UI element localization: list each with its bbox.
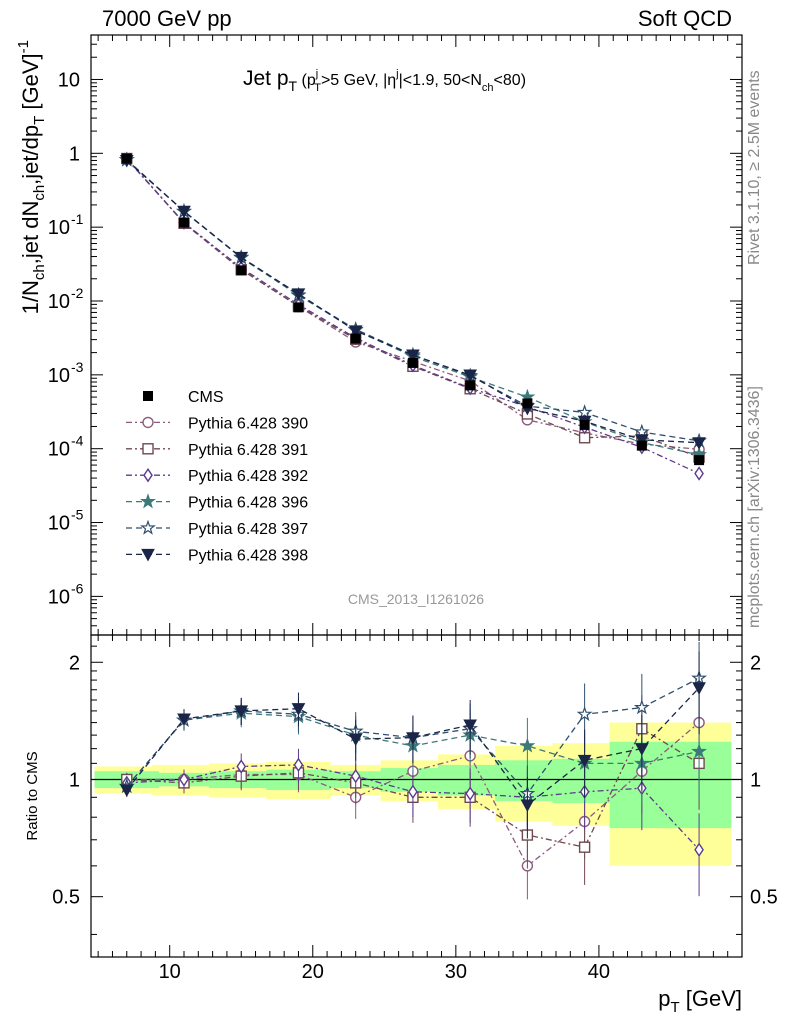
legend-label: Pythia 6.428 391 [188, 442, 308, 459]
cms-data-point [407, 357, 418, 368]
y-tick-exponent: -6 [71, 580, 84, 596]
legend-label: Pythia 6.428 396 [188, 495, 308, 512]
series-point-ratio [578, 841, 591, 853]
cms-data-point [579, 419, 590, 430]
series-point-top [692, 437, 706, 450]
y-tick-label: 10 [48, 513, 70, 535]
x-tick-label: 30 [445, 961, 467, 983]
legend-label: Pythia 6.428 392 [188, 468, 308, 485]
series-line-top [126, 158, 700, 458]
series-point-top [463, 369, 477, 383]
y-axis-label: 1/Nch,jet dNch,jet/dpT [GeV]-1 [15, 40, 48, 314]
y-tick-label: 10 [48, 586, 70, 608]
cms-data-point [522, 398, 533, 409]
legend-marker [141, 548, 155, 562]
x-axis-label: pT [GeV] [658, 986, 742, 1016]
legend-marker [143, 467, 153, 483]
y-tick-exponent: -1 [71, 211, 84, 227]
chart-title: Jet pT (pj T>5 GeV, |ηj|<1.9, 50<Nch<80) [243, 67, 526, 94]
series-point-ratio [177, 713, 191, 727]
series-line-top [126, 159, 700, 456]
series-point-ratio [234, 705, 249, 718]
series-point-ratio [348, 733, 363, 747]
ratio-tick-label: 2 [69, 652, 80, 674]
series-point-ratio [291, 703, 306, 716]
series-point-top [291, 288, 306, 301]
y-tick-exponent: -5 [71, 507, 84, 523]
y-tick-label: 10 [48, 365, 70, 387]
series-point-top [406, 349, 420, 363]
x-tick-label: 10 [159, 961, 181, 983]
ratio-tick-label-right: 1 [750, 769, 761, 791]
legend-marker [140, 519, 156, 535]
y-tick-label: 1 [69, 143, 80, 165]
legend-label-cms: CMS [188, 389, 224, 406]
cms-data-point [236, 265, 247, 276]
y-tick-exponent: -2 [71, 285, 84, 301]
y-tick-exponent: -4 [71, 433, 84, 449]
cms-data-point [636, 440, 647, 451]
ratio-tick-label: 0.5 [52, 887, 80, 909]
series-point-top [177, 205, 191, 219]
header-right: Soft QCD [637, 6, 732, 31]
top-frame [90, 34, 743, 636]
series-point-top [234, 251, 249, 265]
legend-label: Pythia 6.428 397 [188, 521, 308, 538]
cms-data-point [121, 153, 132, 164]
series-point-ratio [236, 759, 247, 774]
series-point-ratio [293, 757, 304, 773]
series-point-ratio [408, 784, 418, 800]
analysis-id-label: CMS_2013_I1261026 [348, 591, 484, 607]
legend-marker [142, 443, 154, 455]
ratio-axis-label: Ratio to CMS [24, 751, 41, 840]
series-point-ratio [576, 705, 593, 722]
series-point-ratio [519, 737, 536, 753]
series-point-ratio [691, 743, 708, 759]
cms-data-point [293, 302, 304, 313]
series-point-ratio [520, 799, 535, 813]
cms-data-point [350, 333, 361, 344]
x-tick-label: 20 [302, 961, 324, 983]
series-point-top [576, 404, 593, 420]
cms-data-point [179, 217, 189, 228]
y-tick-label: 10 [58, 69, 80, 91]
y-tick-label: 10 [48, 439, 70, 461]
ratio-tick-label: 1 [69, 769, 80, 791]
series-point-ratio [635, 743, 649, 756]
y-tick-label: 10 [48, 291, 70, 313]
y-tick-exponent: -3 [71, 359, 84, 375]
legend-marker [142, 416, 154, 429]
cms-data-point [694, 455, 705, 466]
series-point-ratio [692, 682, 706, 695]
ratio-tick-label-right: 2 [750, 652, 761, 674]
header-left: 7000 GeV pp [102, 6, 232, 31]
series-point-top [635, 434, 649, 447]
series-point-ratio [465, 786, 475, 801]
mcplots-reference-label: mcplots.cern.ch [arXiv:1306.3436] [746, 386, 763, 628]
series-point-ratio [633, 699, 650, 715]
y-tick-label: 10 [48, 217, 70, 239]
series-point-ratio [463, 719, 477, 733]
legend-marker-cms [143, 391, 153, 401]
ratio-tick-label-right: 0.5 [750, 887, 778, 909]
series-point-ratio [406, 732, 420, 745]
legend-label: Pythia 6.428 390 [188, 415, 308, 432]
series-point-top [348, 325, 363, 338]
rivet-version-label: Rivet 3.1.10, ≥ 2.5M events [746, 70, 763, 265]
series-point-ratio [179, 772, 189, 787]
x-tick-label: 40 [588, 961, 610, 983]
series-point-ratio [350, 768, 361, 784]
series-point-ratio [694, 842, 704, 858]
series-point-ratio [119, 784, 134, 797]
legend-label: Pythia 6.428 398 [188, 547, 308, 564]
ratio-frame [90, 634, 743, 958]
series-point-top [694, 466, 704, 481]
legend-marker [140, 493, 156, 509]
series-line-top [126, 160, 700, 444]
cms-data-point [465, 380, 476, 391]
series-point-ratio [577, 754, 592, 768]
